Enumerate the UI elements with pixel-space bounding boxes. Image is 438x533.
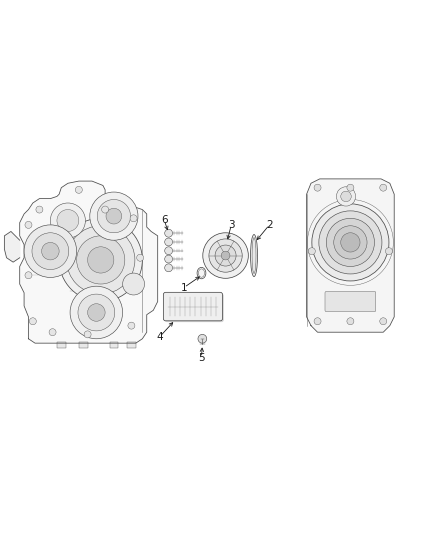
Circle shape [308,248,315,255]
Circle shape [347,318,354,325]
Circle shape [336,187,356,206]
FancyBboxPatch shape [325,292,376,312]
Bar [79,342,88,348]
Ellipse shape [198,269,205,277]
Text: 5: 5 [198,353,205,362]
Circle shape [334,226,367,259]
Circle shape [42,243,59,260]
Circle shape [75,187,82,193]
Circle shape [312,204,389,281]
Text: 4: 4 [156,332,163,342]
Circle shape [215,245,236,266]
Circle shape [203,233,248,278]
Circle shape [380,184,387,191]
Circle shape [165,264,173,272]
Circle shape [165,229,173,237]
Circle shape [59,219,142,302]
Circle shape [198,334,207,343]
Circle shape [102,206,109,213]
Circle shape [314,184,321,191]
Circle shape [341,233,360,252]
Bar [57,342,66,348]
Circle shape [97,199,131,233]
FancyBboxPatch shape [165,294,224,322]
Polygon shape [20,181,158,343]
Circle shape [165,247,173,255]
Circle shape [314,318,321,325]
Circle shape [77,236,125,284]
Circle shape [128,322,135,329]
Text: 2: 2 [266,220,273,230]
Ellipse shape [251,235,258,277]
Circle shape [326,219,374,266]
Circle shape [106,208,122,224]
Bar [110,342,118,348]
Circle shape [50,203,85,238]
Circle shape [137,254,144,261]
Circle shape [25,221,32,229]
Circle shape [90,192,138,240]
Circle shape [209,239,242,272]
Ellipse shape [252,238,256,273]
Text: 1: 1 [180,282,187,293]
Circle shape [32,233,69,270]
Circle shape [130,215,137,222]
Circle shape [49,329,56,336]
Circle shape [165,255,173,263]
Bar [127,342,136,348]
Circle shape [88,247,114,273]
Circle shape [380,318,387,325]
Circle shape [84,331,91,338]
Circle shape [221,251,230,260]
FancyBboxPatch shape [163,292,223,321]
Text: 3: 3 [228,220,235,230]
Circle shape [57,209,79,231]
Circle shape [29,318,36,325]
Circle shape [165,238,173,246]
Circle shape [67,226,135,294]
Circle shape [341,191,351,201]
Text: 6: 6 [161,215,168,225]
Circle shape [319,211,382,274]
Circle shape [36,206,43,213]
Circle shape [25,272,32,279]
Polygon shape [4,231,20,262]
Circle shape [385,248,392,255]
Circle shape [347,184,354,191]
Circle shape [123,273,145,295]
Circle shape [78,294,115,331]
Polygon shape [307,179,394,332]
Circle shape [70,286,123,339]
Circle shape [88,304,105,321]
Circle shape [24,225,77,278]
